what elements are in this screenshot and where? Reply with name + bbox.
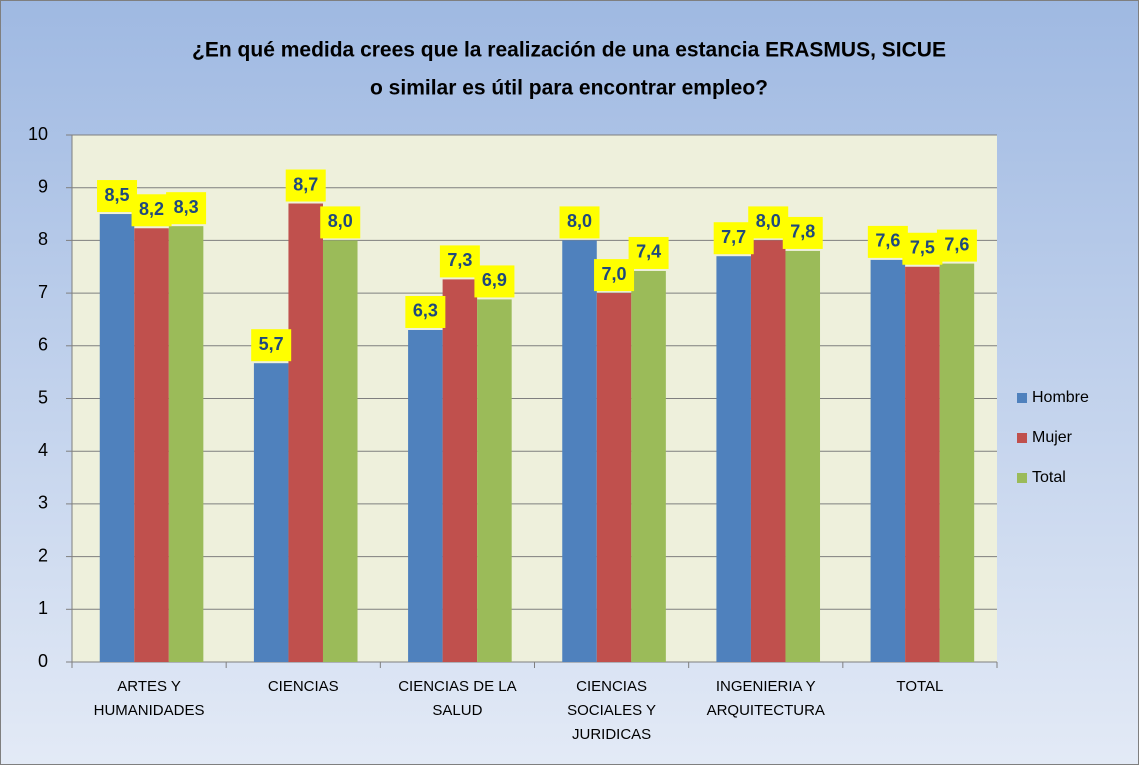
data-label-box	[628, 236, 669, 269]
data-label: 7,8	[790, 222, 815, 242]
bar	[716, 256, 751, 662]
bar	[99, 214, 135, 663]
data-label: 8,0	[567, 211, 592, 231]
data-label-box	[405, 295, 446, 328]
legend-label: Mujer	[1032, 429, 1073, 446]
data-label: 8,2	[139, 199, 164, 219]
data-label: 8,0	[756, 211, 781, 231]
data-label-box	[474, 265, 515, 298]
data-label-box	[285, 169, 326, 202]
legend-label: Hombre	[1032, 389, 1089, 406]
data-label: 7,7	[721, 227, 746, 247]
x-tick-label: ARQUITECTURA	[707, 702, 825, 719]
bar	[322, 240, 358, 662]
y-tick-label: 8	[38, 229, 48, 249]
data-label-box	[713, 222, 754, 255]
bar	[442, 279, 478, 662]
x-tick-label: CIENCIAS DE LA	[398, 678, 516, 695]
data-label-box	[320, 206, 361, 239]
data-label-box	[131, 194, 172, 227]
x-tick-label: CIENCIAS	[268, 678, 339, 695]
data-label: 7,0	[602, 264, 627, 284]
bar	[905, 266, 940, 662]
y-tick-label: 10	[28, 124, 48, 144]
bar	[477, 299, 512, 662]
bar	[408, 329, 443, 662]
data-label-box	[902, 232, 943, 265]
y-tick-label: 3	[38, 493, 48, 513]
x-tick-label: HUMANIDADES	[94, 702, 205, 719]
x-tick-label: SALUD	[432, 702, 482, 719]
bar	[168, 226, 204, 662]
x-tick-label: JURIDICAS	[572, 726, 651, 743]
data-label-box	[936, 229, 977, 262]
x-tick-label: TOTAL	[896, 678, 943, 695]
bar	[253, 363, 289, 662]
data-label: 7,3	[447, 250, 472, 270]
y-tick-label: 1	[38, 598, 48, 618]
data-label: 7,5	[910, 238, 935, 258]
data-label: 6,9	[482, 270, 507, 290]
legend-label: Total	[1032, 469, 1066, 486]
data-label: 5,7	[259, 334, 284, 354]
data-label-box	[782, 216, 823, 249]
y-tick-label: 6	[38, 335, 48, 355]
data-label-box	[594, 259, 635, 292]
legend-swatch	[1017, 473, 1027, 483]
x-tick-label: CIENCIAS	[576, 678, 647, 695]
data-label-box	[251, 329, 292, 362]
data-label: 7,6	[875, 231, 900, 251]
y-tick-label: 9	[38, 176, 48, 196]
legend-swatch	[1017, 393, 1027, 403]
data-label: 8,5	[105, 185, 130, 205]
chart-title: ¿En qué medida crees que la realización …	[192, 39, 946, 62]
data-label-box	[867, 225, 908, 258]
bar	[750, 240, 786, 662]
x-tick-label: SOCIALES Y	[567, 702, 656, 719]
y-tick-label: 4	[38, 440, 48, 460]
data-label-box	[748, 206, 789, 239]
bar	[631, 270, 666, 662]
x-tick-label: ARTES Y	[117, 678, 181, 695]
data-label-box	[166, 192, 207, 225]
y-tick-label: 0	[38, 651, 48, 671]
y-tick-label: 5	[38, 387, 48, 407]
data-label: 6,3	[413, 301, 438, 321]
bar	[939, 263, 975, 662]
bar	[785, 250, 821, 662]
bar	[134, 228, 169, 663]
data-label-box	[97, 180, 138, 213]
data-label: 8,7	[293, 174, 318, 194]
data-label-box	[439, 245, 480, 278]
data-label-box	[559, 206, 600, 239]
data-label: 8,0	[328, 211, 353, 231]
bar	[288, 203, 323, 662]
bar	[870, 259, 906, 662]
chart-title: o similar es útil para encontrar empleo?	[370, 77, 768, 100]
y-tick-label: 7	[38, 282, 48, 302]
bar	[596, 293, 632, 662]
data-label: 7,6	[944, 234, 969, 254]
bar	[562, 240, 597, 662]
x-tick-label: INGENIERIA Y	[716, 678, 816, 695]
y-tick-label: 2	[38, 545, 48, 565]
data-label: 7,4	[636, 242, 661, 262]
data-label: 8,3	[174, 197, 199, 217]
legend-swatch	[1017, 433, 1027, 443]
